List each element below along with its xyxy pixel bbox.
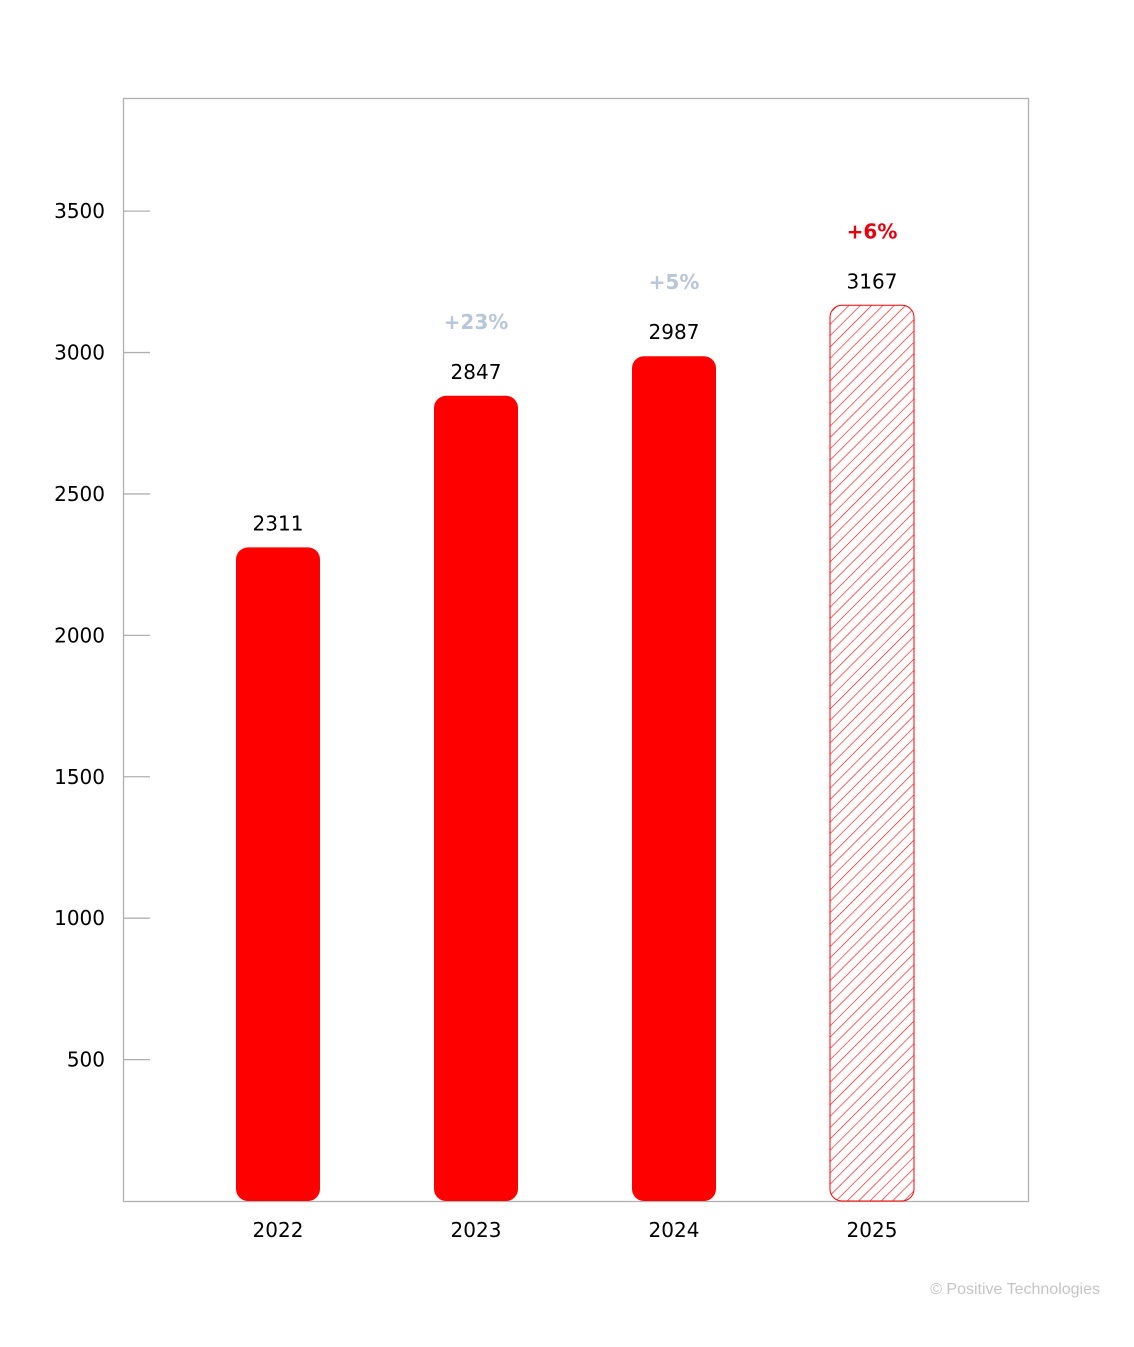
y-tick-label: 3500 (54, 199, 105, 223)
y-tick-label: 2000 (54, 623, 105, 647)
data-label-2025: 3167 (847, 269, 898, 293)
copyright: © Positive Technologies (930, 1281, 1100, 1298)
change-label-2024: +5% (649, 270, 700, 294)
x-tick-label: 2022 (253, 1218, 304, 1242)
y-tick-label: 500 (67, 1048, 105, 1072)
data-label-2024: 2987 (649, 320, 700, 344)
y-axis: 500 1000 1500 2000 2500 3000 3500 (54, 199, 150, 1072)
x-tick-label: 2023 (451, 1218, 502, 1242)
data-label-2023: 2847 (451, 360, 502, 384)
bar-2022 (236, 547, 320, 1201)
y-tick-label: 3000 (54, 341, 105, 365)
change-label-2023: +23% (444, 310, 509, 334)
bars: 2311 2022 2847 +23% 2023 2987 +5% 2024 3167 +6% 20… (236, 219, 915, 1242)
bar-2023 (434, 395, 518, 1201)
data-label-2022: 2311 (253, 511, 304, 535)
y-tick-label: 1000 (54, 906, 105, 930)
y-tick-label: 1500 (54, 765, 105, 789)
change-label-2025: +6% (847, 219, 898, 243)
bar-2025 (829, 304, 915, 1202)
y-tick-label: 2500 (54, 482, 105, 506)
x-tick-label: 2024 (649, 1218, 700, 1242)
plot-frame (122, 97, 1030, 1203)
x-tick-label: 2025 (847, 1218, 898, 1242)
bar-2024 (632, 356, 716, 1202)
